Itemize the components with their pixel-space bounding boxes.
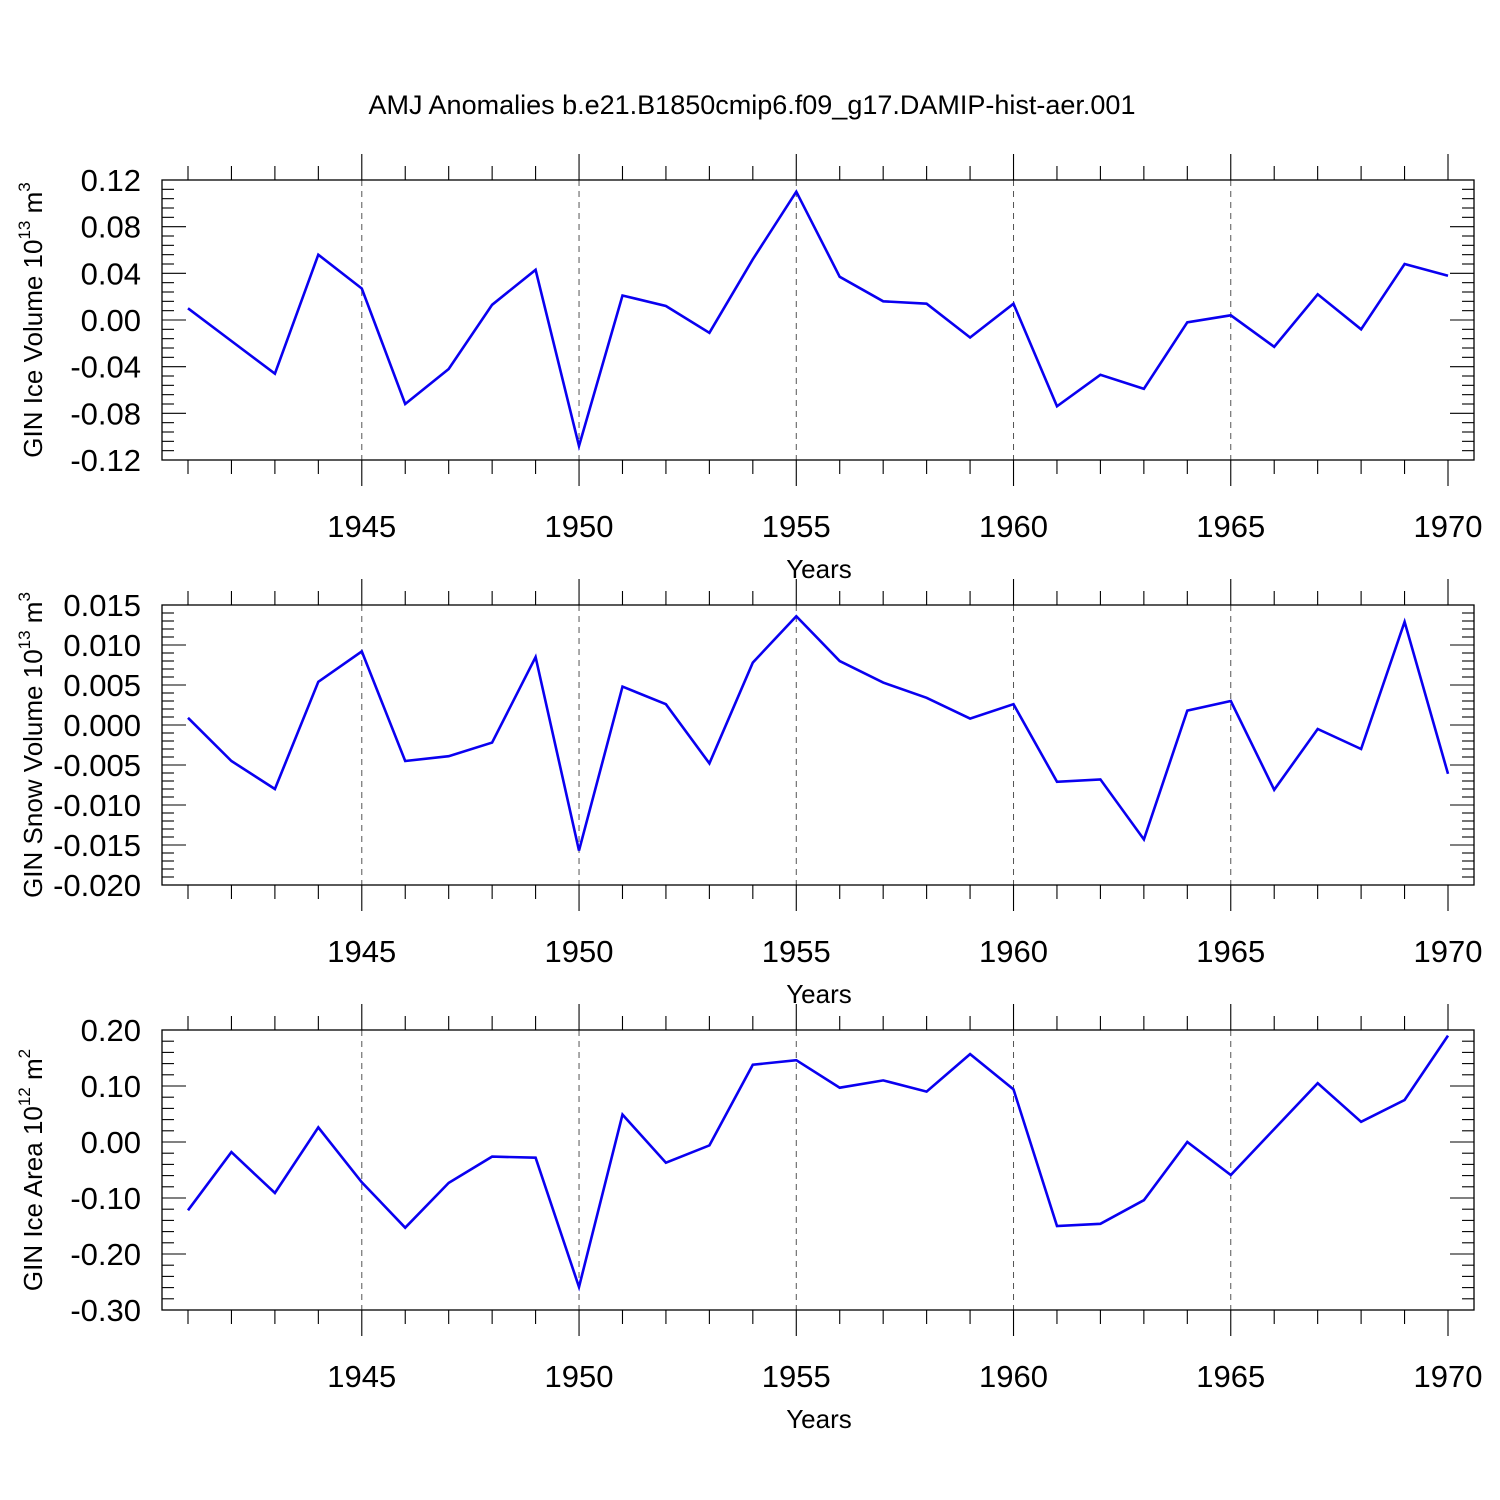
x-tick-label: 1945 xyxy=(327,1359,396,1394)
y-tick-label: -0.10 xyxy=(70,1181,141,1216)
x-axis-title: Years xyxy=(786,554,852,584)
series-line xyxy=(187,189,1449,452)
y-tick-label: -0.12 xyxy=(70,443,141,478)
y-tick-label: 0.08 xyxy=(81,210,141,245)
y-tick-label: -0.010 xyxy=(53,788,141,823)
y-tick-label: -0.005 xyxy=(53,748,141,783)
x-tick-label: 1960 xyxy=(979,934,1048,969)
y-axis-title: GIN Ice Area 1012 m2 xyxy=(15,1049,48,1291)
x-tick-label: 1945 xyxy=(327,509,396,544)
x-tick-label: 1970 xyxy=(1414,934,1483,969)
x-axis-title: Years xyxy=(786,979,852,1009)
series-line xyxy=(186,1034,1450,1292)
x-tick-label: 1970 xyxy=(1414,1359,1483,1394)
y-tick-label: 0.015 xyxy=(63,588,141,623)
y-tick-label: 0.005 xyxy=(63,668,141,703)
x-tick-label: 1950 xyxy=(545,934,614,969)
x-tick-label: 1960 xyxy=(979,1359,1048,1394)
y-tick-label: -0.04 xyxy=(70,350,141,385)
x-tick-label: 1950 xyxy=(545,509,614,544)
x-tick-label: 1965 xyxy=(1196,1359,1265,1394)
x-tick-label: 1960 xyxy=(979,509,1048,544)
y-tick-label: -0.30 xyxy=(70,1293,141,1328)
plot-frame xyxy=(161,1029,1475,1311)
y-axis-title: GIN Ice Volume 1013 m3 xyxy=(15,182,48,458)
x-tick-label: 1965 xyxy=(1196,934,1265,969)
x-tick-label: 1955 xyxy=(762,509,831,544)
x-tick-label: 1965 xyxy=(1196,509,1265,544)
series-line xyxy=(187,614,1450,851)
y-tick-label: 0.20 xyxy=(81,1013,141,1048)
x-tick-label: 1945 xyxy=(327,934,396,969)
y-tick-label: 0.04 xyxy=(81,256,141,291)
y-tick-label: 0.00 xyxy=(81,1125,141,1160)
panels: 1945 1950 1955 1960 1965 1970 Years -0.12 -0.08 -… xyxy=(15,154,1482,1434)
y-tick-label: -0.015 xyxy=(53,828,141,863)
y-tick-label: -0.020 xyxy=(53,868,141,903)
y-tick-label: 0.12 xyxy=(81,163,141,198)
y-tick-label: -0.20 xyxy=(70,1237,141,1272)
y-tick-label: 0.00 xyxy=(81,303,141,338)
x-tick-label: 1950 xyxy=(545,1359,614,1394)
plot-frame xyxy=(161,604,1475,886)
panel-1: 1945 1950 1955 1960 1965 1970 Years -0.12 -0.08 -… xyxy=(15,154,1482,584)
chart-title: AMJ Anomalies b.e21.B1850cmip6.f09_g17.D… xyxy=(369,90,1136,120)
panel-2: 1945 1950 1955 1960 1965 1970 Years -0.020 -0.01… xyxy=(15,579,1482,1009)
x-tick-label: 1970 xyxy=(1414,509,1483,544)
y-axis-title: GIN Snow Volume 1013 m3 xyxy=(15,592,48,898)
y-tick-label: 0.010 xyxy=(63,628,141,663)
x-axis-title: Years xyxy=(786,1404,852,1434)
x-tick-label: 1955 xyxy=(762,934,831,969)
y-tick-label: 0.10 xyxy=(81,1069,141,1104)
y-tick-label: 0.000 xyxy=(63,708,141,743)
y-tick-label: -0.08 xyxy=(70,396,141,431)
panel-3: 1945 1950 1955 1960 1965 1970 Years -0.30 -0.20 -… xyxy=(15,1004,1482,1434)
x-tick-label: 1955 xyxy=(762,1359,831,1394)
plot-frame xyxy=(161,179,1475,461)
